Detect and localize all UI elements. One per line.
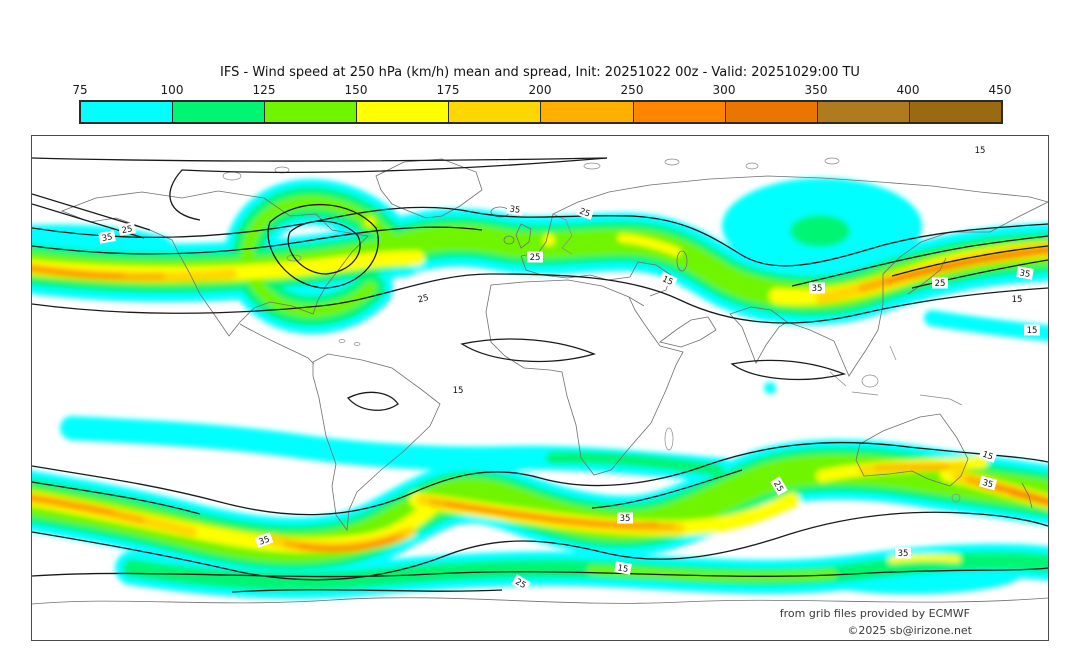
map-frame: 35 25 35 25 25 25 15 35 25 35 15 15 15 15 35 35 15 25 35 15… xyxy=(31,135,1049,641)
contour-label: 35 xyxy=(1016,266,1034,280)
contour-label: 15 xyxy=(1009,293,1025,305)
colorbar-tick: 100 xyxy=(160,83,184,97)
contour-label: 35 xyxy=(978,475,998,490)
colorbar xyxy=(79,100,1003,124)
chart-title: IFS - Wind speed at 250 hPa (km/h) mean … xyxy=(220,65,860,80)
svg-text:25: 25 xyxy=(530,253,541,263)
svg-text:25: 25 xyxy=(771,479,785,493)
svg-text:35: 35 xyxy=(258,535,272,548)
colorbar-segment xyxy=(81,102,173,122)
colorbar-tick: 150 xyxy=(344,83,368,97)
contour-label: 15 xyxy=(450,384,466,396)
svg-text:25: 25 xyxy=(513,577,527,591)
colorbar-tick: 400 xyxy=(896,83,920,97)
svg-text:35: 35 xyxy=(101,232,113,244)
attribution-ecmwf: from grib files provided by ECMWF xyxy=(779,607,970,620)
contour-label: 25 xyxy=(770,476,788,496)
contour-label: 25 xyxy=(932,277,948,289)
colorbar-tick: 125 xyxy=(252,83,276,97)
colorbar-segment xyxy=(632,102,725,122)
contour-label: 15 xyxy=(1024,324,1040,336)
svg-text:15: 15 xyxy=(975,146,986,156)
contour-label: 25 xyxy=(118,222,136,236)
svg-text:35: 35 xyxy=(509,204,521,215)
wind-speed-fill-layer xyxy=(32,178,1048,599)
contour-label: 25 xyxy=(527,251,543,263)
contour-labels-layer: 35 25 35 25 25 25 15 35 25 35 15 15 15 15 35 35 15 25 35 15… xyxy=(98,144,1040,592)
colorbar-segment xyxy=(724,102,817,122)
svg-text:15: 15 xyxy=(617,563,629,575)
svg-text:15: 15 xyxy=(1012,295,1023,305)
colorbar-tick: 75 xyxy=(72,83,88,97)
contour-label: 25 xyxy=(413,290,433,305)
svg-text:35: 35 xyxy=(981,478,994,490)
colorbar-segment xyxy=(540,102,633,122)
svg-text:35: 35 xyxy=(898,549,909,559)
colorbar-tick: 175 xyxy=(436,83,460,97)
colorbar-tick: 450 xyxy=(988,83,1012,97)
world-map-canvas: 35 25 35 25 25 25 15 35 25 35 15 15 15 15 35 35 15 25 35 15… xyxy=(32,144,1048,605)
svg-text:35: 35 xyxy=(1019,268,1031,280)
contour-label: 15 xyxy=(658,271,678,289)
colorbar-tick-labels: 75 100 125 150 175 200 250 300 350 400 450 xyxy=(72,83,1011,97)
contour-label: 35 xyxy=(617,512,633,524)
colorbar-segment xyxy=(264,102,357,122)
svg-text:15: 15 xyxy=(981,450,995,463)
colorbar-segment xyxy=(172,102,265,122)
colorbar-tick: 250 xyxy=(620,83,644,97)
attribution-copyright: ©2025 sb@irizone.net xyxy=(847,624,972,637)
colorbar-segment xyxy=(356,102,449,122)
colorbar-tick: 200 xyxy=(528,83,552,97)
contour-label: 15 xyxy=(614,561,632,575)
svg-text:25: 25 xyxy=(935,279,946,289)
svg-text:25: 25 xyxy=(578,207,592,220)
colorbar-tick: 300 xyxy=(712,83,736,97)
contour-label: 35 xyxy=(809,282,825,294)
svg-text:15: 15 xyxy=(453,386,464,396)
contour-label: 25 xyxy=(511,574,531,592)
contour-label: 35 xyxy=(98,230,116,244)
svg-text:35: 35 xyxy=(812,284,823,294)
svg-text:25: 25 xyxy=(121,224,133,236)
contour-label: 35 xyxy=(254,532,274,548)
contour-label: 35 xyxy=(506,202,524,216)
colorbar-segment xyxy=(908,102,1001,122)
colorbar-segment xyxy=(448,102,541,122)
svg-text:15: 15 xyxy=(660,274,674,288)
colorbar-segment xyxy=(816,102,909,122)
contour-label: 35 xyxy=(895,547,911,559)
contour-label: 15 xyxy=(978,447,998,463)
contour-label: 25 xyxy=(575,204,595,220)
contour-label: 15 xyxy=(972,144,988,156)
svg-text:25: 25 xyxy=(417,293,430,305)
svg-text:15: 15 xyxy=(1027,326,1038,336)
colorbar-tick: 350 xyxy=(804,83,828,97)
svg-text:35: 35 xyxy=(620,514,631,524)
